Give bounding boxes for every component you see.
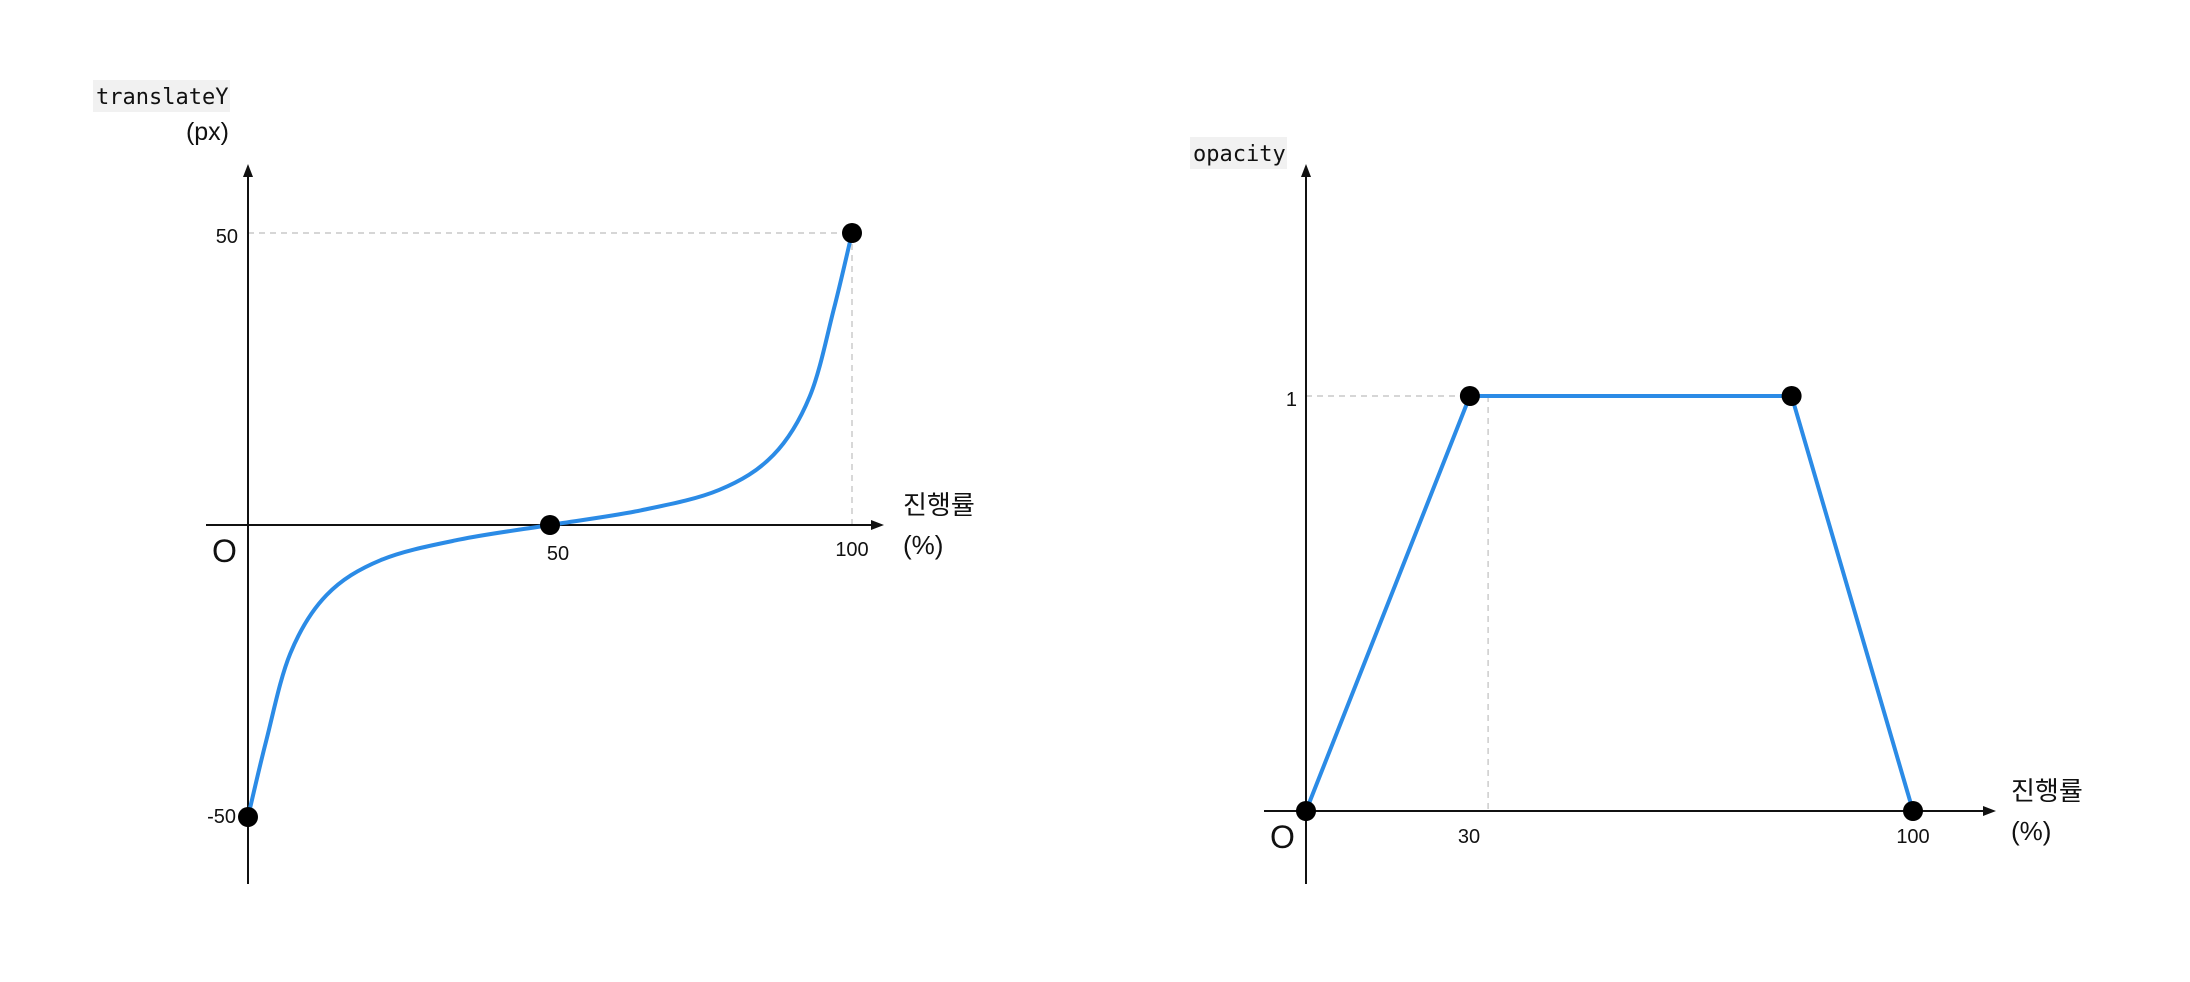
y-axis-arrow <box>243 164 253 177</box>
ylabel-code-background <box>93 80 230 112</box>
y-axis-label: opacity <box>1193 142 1286 167</box>
x-tick-label-100: 100 <box>1896 826 1929 848</box>
x-axis-unit: (%) <box>903 530 943 560</box>
y-axis-unit: (px) <box>186 118 229 146</box>
translatey-chart: translateY (px) O 진행률 (%) 50 100 50 -50 <box>93 80 975 884</box>
data-point-marker-2 <box>540 515 560 535</box>
opacity-chart: opacity O 진행률 (%) 30 100 1 <box>1190 137 2083 884</box>
opacity-series-line <box>1304 394 1915 812</box>
y-tick-label-50: 50 <box>216 226 238 248</box>
x-tick-label-30: 30 <box>1458 826 1480 848</box>
origin-label: O <box>1270 819 1295 855</box>
y-tick-label-1: 1 <box>1286 389 1297 411</box>
data-point-marker-1 <box>1296 801 1316 821</box>
x-axis-arrow <box>871 520 884 530</box>
opacity-markers <box>1296 386 1923 821</box>
data-point-marker-3 <box>842 223 862 243</box>
x-tick-label-50: 50 <box>547 543 569 565</box>
data-point-marker-2 <box>1459 386 1480 406</box>
y-tick-label-neg-50: -50 <box>207 806 236 828</box>
x-axis-arrow <box>1983 806 1996 816</box>
data-point-marker-3 <box>1781 386 1802 406</box>
data-point-marker-4 <box>1903 801 1923 821</box>
ylabel-code-background <box>1190 137 1287 169</box>
origin-label: O <box>212 533 237 569</box>
x-axis-unit: (%) <box>2011 816 2051 846</box>
x-axis-label: 진행률 <box>2011 776 2083 806</box>
x-axis-label: 진행률 <box>903 490 975 520</box>
translatey-markers <box>238 223 862 827</box>
data-point-marker-1 <box>238 807 258 827</box>
y-axis-arrow <box>1301 164 1311 177</box>
x-tick-label-100: 100 <box>835 539 868 561</box>
y-axis-label: translateY <box>96 85 228 110</box>
